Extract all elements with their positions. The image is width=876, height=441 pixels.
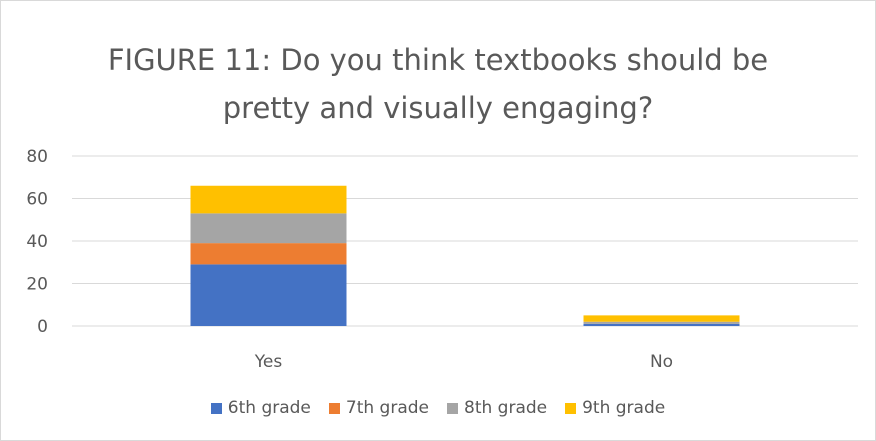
bar-yes-9th-grade <box>190 185 347 214</box>
legend-item: 7th grade <box>328 398 429 418</box>
legend-label: 8th grade <box>464 398 548 418</box>
legend-item: 6th grade <box>210 398 311 418</box>
y-tick-label: 60 <box>26 190 48 210</box>
legend-swatch <box>447 402 458 414</box>
bar-yes-8th-grade <box>190 213 347 244</box>
chart-title: FIGURE 11: Do you think textbooks should… <box>0 36 876 132</box>
x-category-label: Yes <box>254 352 283 372</box>
bar-no-8th-grade <box>583 321 740 324</box>
legend-label: 7th grade <box>345 398 429 418</box>
legend-label: 9th grade <box>582 398 666 418</box>
y-tick-label: 80 <box>26 147 48 167</box>
bar-yes-7th-grade <box>190 243 347 265</box>
x-category-label: No <box>650 352 673 372</box>
y-tick-label: 40 <box>26 232 48 252</box>
bar-yes-6th-grade <box>190 264 347 326</box>
y-tick-label: 20 <box>26 275 48 295</box>
legend-item: 9th grade <box>565 398 665 418</box>
chart-legend: 6th grade 7th grade 8th grade 9th grade <box>0 398 876 418</box>
legend-swatch <box>328 402 340 414</box>
chart-title-line-2: pretty and visually engaging? <box>222 91 654 125</box>
bar-no-9th-grade <box>583 315 740 322</box>
bar-no-6th-grade <box>583 323 740 326</box>
legend-swatch <box>565 402 577 414</box>
legend-label: 6th grade <box>227 398 311 418</box>
chart-title-line-1: FIGURE 11: Do you think textbooks should… <box>107 43 769 77</box>
y-tick-label: 0 <box>37 317 48 337</box>
legend-swatch <box>210 402 222 414</box>
legend-item: 8th grade <box>447 398 547 418</box>
